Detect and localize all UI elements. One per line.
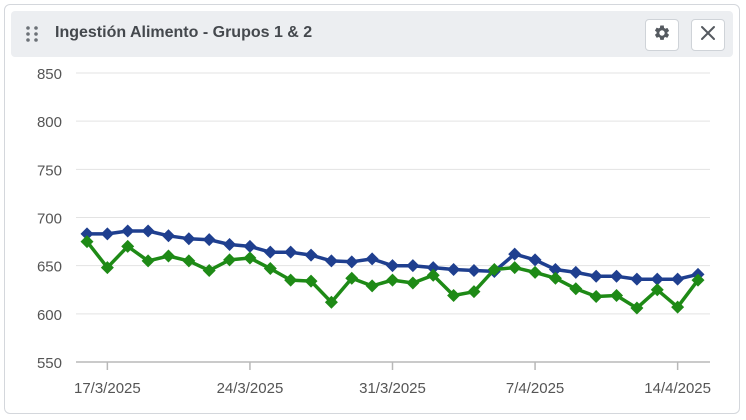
series-1-point (121, 224, 135, 238)
series-1-point (610, 269, 624, 283)
series-2-point (610, 289, 624, 303)
series-1-point (386, 259, 399, 273)
series-1-point (80, 227, 94, 241)
series-2-point (426, 268, 440, 282)
series-1-point (365, 252, 379, 266)
close-button[interactable] (691, 19, 725, 51)
series-1-point (548, 263, 562, 277)
series-2-point (324, 295, 338, 309)
y-tick-label: 600 (37, 307, 62, 324)
series-1-point (223, 237, 237, 251)
series-2-point (141, 254, 155, 268)
series-2-point (447, 289, 461, 303)
x-tick-label: 17/3/2025 (74, 380, 141, 397)
series-2-point (263, 262, 277, 276)
x-tick-label: 31/3/2025 (359, 380, 426, 397)
series-2-point (223, 253, 237, 267)
series-1-point (141, 224, 155, 238)
gear-icon (653, 24, 671, 47)
close-icon (700, 25, 716, 46)
series-2-point (406, 276, 420, 290)
series-2-point (100, 261, 114, 275)
y-tick-label: 750 (37, 162, 62, 179)
series-2-point (182, 254, 196, 268)
series-2-point (650, 283, 664, 297)
series-2-point (243, 251, 257, 265)
settings-button[interactable] (645, 19, 679, 51)
x-tick-label: 7/4/2025 (506, 380, 564, 397)
series-1-point (243, 239, 257, 253)
series-2-point (345, 271, 359, 285)
series-2-point (487, 263, 501, 277)
y-tick-label: 800 (37, 114, 62, 131)
series-2-point (691, 273, 705, 287)
series-2-point (671, 300, 685, 314)
series-1-point (304, 248, 318, 262)
series-1-point (671, 272, 685, 286)
series-2-point (121, 239, 135, 253)
series-1-point (569, 265, 583, 279)
series-2-point (284, 273, 298, 287)
series-1-point (406, 259, 420, 273)
series-1-point (467, 263, 481, 277)
series-1-point (589, 269, 603, 283)
y-tick-label: 700 (37, 211, 62, 228)
series-1-point (100, 227, 114, 241)
series-1-point (182, 232, 196, 246)
series-1-point (324, 254, 338, 268)
series-2-point (569, 282, 583, 296)
y-tick-label: 650 (37, 259, 62, 276)
series-2-point (386, 273, 399, 287)
series-1-point (345, 255, 359, 269)
x-tick-label: 24/3/2025 (217, 380, 284, 397)
series-2-point (365, 279, 379, 293)
series-1-point (426, 261, 440, 275)
series-1-point (508, 247, 522, 261)
series-2-point (304, 274, 318, 288)
series-2-point (548, 271, 562, 285)
series-1-point (161, 229, 175, 243)
y-tick-label: 550 (37, 355, 62, 372)
series-2-point (589, 289, 603, 303)
series-2-point (508, 261, 522, 275)
widget-header: Ingestión Alimento - Grupos 1 & 2 (11, 11, 733, 57)
series-1-point (263, 245, 277, 259)
series-2-point (630, 301, 644, 315)
series-2-point (202, 263, 216, 277)
x-tick-label: 14/4/2025 (644, 380, 711, 397)
series-1-point (284, 245, 298, 259)
widget-title: Ingestión Alimento - Grupos 1 & 2 (55, 24, 313, 41)
series-1-point (447, 263, 461, 277)
y-tick-label: 850 (37, 66, 62, 83)
chart-widget: Ingestión Alimento - Grupos 1 & 2 (4, 4, 740, 414)
series-2-point (528, 265, 542, 279)
series-1-point (630, 272, 644, 286)
series-2-point (80, 235, 94, 249)
series-1-point (202, 233, 216, 247)
drag-handle-icon[interactable] (25, 25, 41, 43)
series-2-point (467, 285, 481, 299)
series-2-point (161, 249, 175, 263)
series-1-point (528, 253, 542, 267)
series-1-point (650, 272, 664, 286)
